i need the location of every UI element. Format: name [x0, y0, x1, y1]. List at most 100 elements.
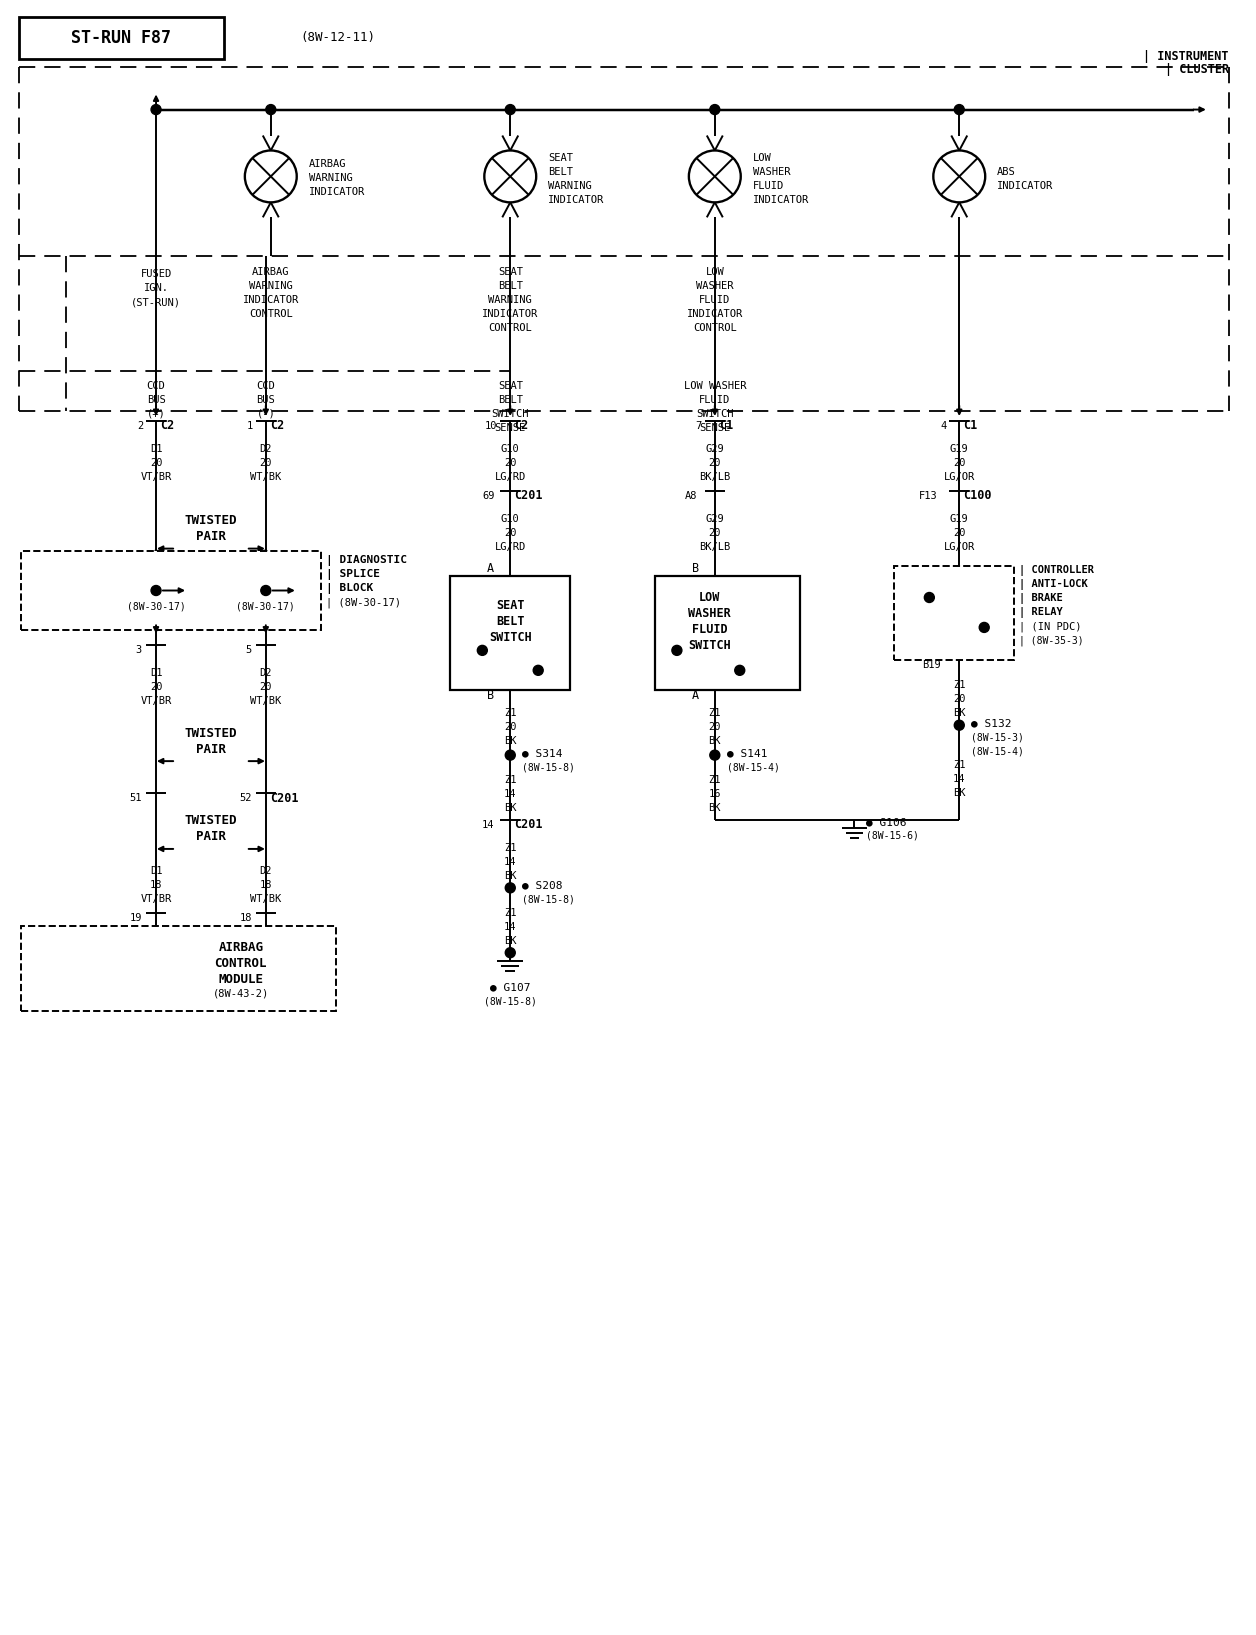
Text: 52: 52: [240, 793, 252, 803]
Text: Z1: Z1: [504, 775, 516, 785]
Text: G19: G19: [950, 443, 968, 455]
Text: B: B: [487, 688, 495, 701]
Text: BUS: BUS: [256, 396, 275, 405]
Text: (8W-30-17): (8W-30-17): [127, 602, 186, 611]
Text: 20: 20: [260, 458, 273, 468]
Text: SWITCH: SWITCH: [696, 409, 734, 419]
Text: FLUID: FLUID: [700, 396, 731, 405]
Text: | (IN PDC): | (IN PDC): [1019, 621, 1081, 631]
Text: 5: 5: [246, 646, 252, 656]
Text: BUS: BUS: [256, 943, 275, 953]
Text: 14: 14: [504, 922, 516, 932]
Text: SENSE: SENSE: [495, 423, 526, 433]
Text: BK: BK: [504, 935, 516, 945]
Text: 20: 20: [953, 528, 966, 538]
Text: (8W-43-2): (8W-43-2): [212, 989, 269, 999]
Text: VT/BR: VT/BR: [141, 473, 172, 482]
Text: B16: B16: [923, 566, 941, 576]
Text: D1: D1: [149, 867, 162, 876]
Text: (+): (+): [147, 409, 166, 419]
Text: INDICATOR: INDICATOR: [687, 309, 744, 319]
Text: BK: BK: [708, 736, 721, 746]
Text: LG/RD: LG/RD: [495, 541, 526, 551]
Circle shape: [266, 105, 276, 114]
Circle shape: [955, 105, 965, 114]
Text: INDICATOR: INDICATOR: [482, 309, 539, 319]
Text: INDICATOR: INDICATOR: [309, 188, 365, 198]
Circle shape: [710, 750, 720, 760]
Text: | SPLICE: | SPLICE: [325, 569, 379, 580]
Text: 14: 14: [953, 773, 966, 785]
Text: A8: A8: [685, 490, 697, 500]
Text: LOW WASHER: LOW WASHER: [683, 381, 746, 391]
Text: ABS: ABS: [997, 167, 1016, 178]
Text: 18: 18: [260, 880, 273, 889]
Text: BELT: BELT: [496, 615, 525, 628]
Circle shape: [710, 105, 720, 114]
Text: ● G106: ● G106: [867, 818, 907, 827]
Text: C201: C201: [514, 489, 543, 502]
Text: BK: BK: [953, 708, 966, 718]
Text: BELT: BELT: [548, 167, 573, 178]
Text: 14: 14: [504, 790, 516, 800]
Text: C2: C2: [160, 419, 175, 432]
Text: G19: G19: [950, 513, 968, 523]
Text: MODULE: MODULE: [219, 973, 264, 986]
Text: Z1: Z1: [953, 680, 966, 690]
Text: FLUID: FLUID: [692, 623, 727, 636]
Text: | CLUSTER: | CLUSTER: [1164, 64, 1228, 77]
Text: WARNING: WARNING: [249, 281, 293, 291]
Text: SEAT: SEAT: [497, 381, 522, 391]
Text: C2: C2: [270, 419, 284, 432]
Text: G29: G29: [706, 513, 725, 523]
Text: WARNING: WARNING: [309, 173, 353, 183]
Text: FUSED: FUSED: [141, 270, 172, 280]
Text: 19: 19: [129, 912, 142, 922]
Text: Z1: Z1: [504, 907, 516, 917]
Text: 2: 2: [137, 420, 143, 432]
Text: D2: D2: [260, 669, 273, 679]
Text: (ST-RUN): (ST-RUN): [131, 298, 181, 307]
Text: B: B: [692, 562, 698, 576]
Text: D2: D2: [260, 867, 273, 876]
Text: FLUID: FLUID: [752, 181, 784, 191]
Text: CCD: CCD: [256, 381, 275, 391]
Circle shape: [505, 105, 515, 114]
Text: 13: 13: [240, 551, 252, 561]
Text: 18: 18: [240, 912, 252, 922]
Text: BK: BK: [504, 803, 516, 813]
Text: | INSTRUMENT: | INSTRUMENT: [1143, 51, 1228, 64]
Text: 20: 20: [953, 458, 966, 468]
Bar: [451, 576, 570, 690]
Text: WARNING: WARNING: [548, 181, 592, 191]
Text: | (8W-35-3): | (8W-35-3): [1019, 634, 1084, 646]
Text: C1: C1: [718, 419, 734, 432]
Circle shape: [151, 585, 161, 595]
Text: SENSE: SENSE: [700, 423, 731, 433]
Text: 20: 20: [260, 682, 273, 692]
Text: Z1: Z1: [504, 844, 516, 853]
Bar: [654, 576, 800, 690]
Text: WT/BK: WT/BK: [250, 894, 281, 904]
Text: AIRBAG: AIRBAG: [219, 942, 264, 955]
Text: ● S208: ● S208: [522, 881, 563, 891]
Bar: [21, 551, 320, 631]
Text: LOW: LOW: [700, 590, 721, 603]
Text: (-): (-): [256, 958, 275, 968]
Text: 20: 20: [504, 723, 516, 732]
Text: C1: C1: [963, 419, 977, 432]
Text: BK/LB: BK/LB: [700, 541, 731, 551]
Text: 20: 20: [708, 723, 721, 732]
Text: CONTROL: CONTROL: [693, 324, 737, 334]
Text: (8W-15-6): (8W-15-6): [867, 831, 919, 840]
Text: G10: G10: [501, 513, 520, 523]
Text: SEAT: SEAT: [548, 154, 573, 164]
Text: 1: 1: [246, 420, 252, 432]
Text: WARNING: WARNING: [489, 296, 533, 306]
Text: WT/BK: WT/BK: [250, 473, 281, 482]
Text: C2: C2: [514, 419, 529, 432]
Text: ● S314: ● S314: [522, 749, 563, 759]
Text: D2: D2: [260, 443, 273, 455]
Text: (8W-15-8): (8W-15-8): [484, 997, 536, 1007]
Text: INDICATOR: INDICATOR: [752, 195, 809, 206]
